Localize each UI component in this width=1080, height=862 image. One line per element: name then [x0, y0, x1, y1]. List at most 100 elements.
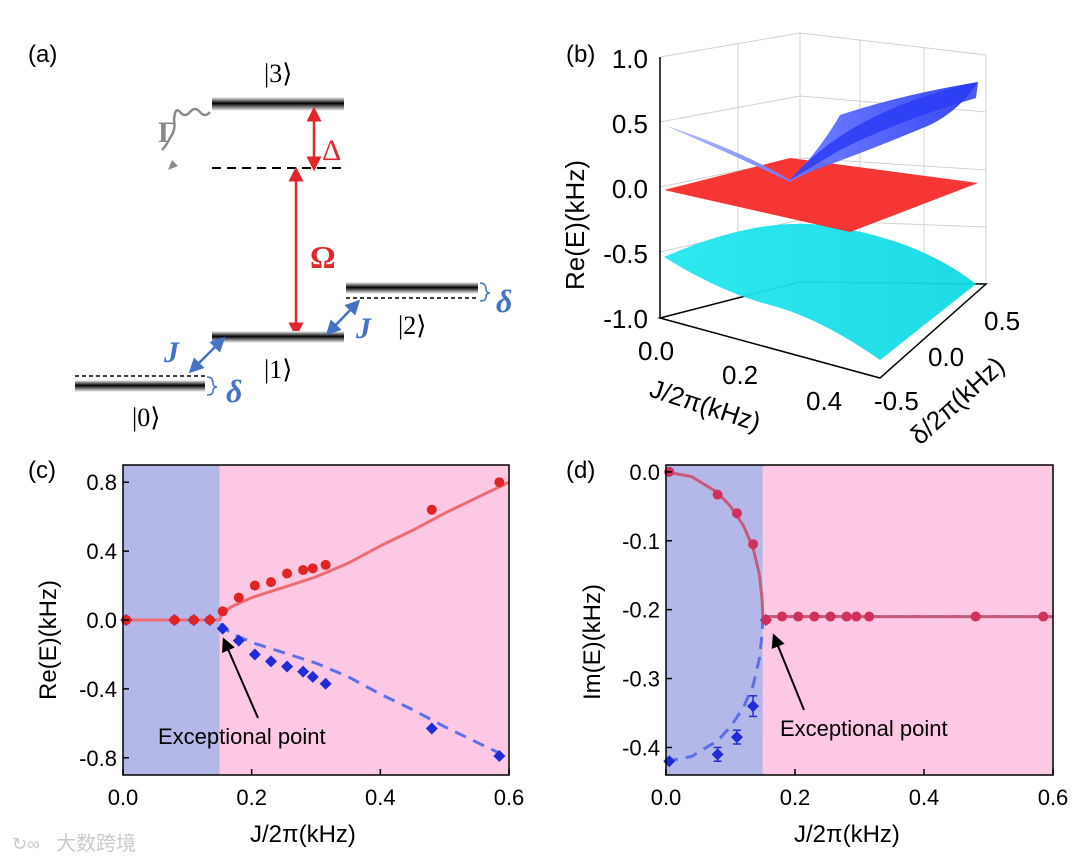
y3d-tick-1: 0.5: [984, 306, 1020, 336]
d-y-axis-label: Im(E)(kHz): [579, 584, 606, 700]
d-x-axis-label: J/2π(kHz): [794, 821, 900, 848]
d-measured-upper-point: [760, 615, 771, 625]
z-tick-1: 1.0: [612, 44, 648, 74]
detuning-Delta-label: Δ: [322, 134, 341, 167]
d-ytick-label: -0.4: [622, 735, 660, 760]
d-measured-upper-point: [748, 539, 759, 550]
d-measured-upper-point: [1038, 611, 1049, 622]
state-2-label: |2⟩: [398, 311, 426, 340]
coupling-arrow-right: [325, 299, 361, 336]
d-measured-upper-point: [809, 611, 820, 622]
x-ticks-3d: 0.0 0.2 0.4: [638, 336, 842, 416]
brace-left: [206, 376, 218, 396]
d-ytick-label: -0.3: [622, 667, 660, 692]
d-xtick-label: 0.0: [651, 785, 682, 810]
decay-wavy-arrow: [161, 107, 211, 151]
c-ytick-label: 0.4: [86, 539, 117, 564]
decay-arrowhead: [168, 160, 178, 170]
watermark: ↻∞ 大数跨境: [12, 832, 136, 855]
c-ytick-label: 0.8: [86, 470, 117, 495]
state-3-label: |3⟩: [264, 59, 292, 88]
watermark-text: 大数跨境: [56, 832, 136, 855]
d-annotation-arrow: [771, 633, 805, 711]
c-measured-upper-point: [233, 592, 244, 603]
x3d-tick-2: 0.2: [722, 360, 758, 390]
c-x-axis-label: J/2π(kHz): [250, 821, 356, 848]
panel-a-label: (a): [28, 41, 57, 68]
c-xtick-label: 0.4: [365, 785, 396, 810]
c-xtick-label: 0.6: [494, 785, 525, 810]
c-measured-upper-point: [494, 477, 505, 488]
d-xtick-label: 0.6: [1038, 785, 1069, 810]
z-tick-3: 0.0: [612, 174, 648, 204]
omega-label: Ω: [310, 239, 336, 275]
c-xtick-label: 0.0: [108, 785, 139, 810]
z-tick-5: -1.0: [603, 304, 648, 334]
d-measured-upper-point: [825, 611, 836, 622]
d-region-unbroken: [666, 465, 763, 775]
z-tick-4: -0.5: [603, 239, 648, 269]
level-0: [75, 380, 205, 392]
c-annotation-arrow: [222, 637, 259, 719]
level-2: [346, 282, 478, 294]
z-tick-2: 0.5: [612, 109, 648, 139]
c-ytick-label: 0.0: [86, 608, 117, 633]
c-measured-upper-point: [188, 615, 199, 625]
c-measured-lower-point: [425, 722, 438, 735]
c-measured-upper-point: [249, 580, 260, 591]
c-annotation: Exceptional point: [158, 724, 326, 749]
c-measured-upper-point: [320, 559, 331, 570]
detuning-delta-right: δ: [496, 283, 512, 319]
level-1: [212, 331, 344, 343]
c-measured-upper-point: [282, 568, 293, 579]
c-measured-upper-point: [204, 615, 215, 625]
c-measured-upper-point: [217, 606, 228, 617]
c-measured-lower-point: [493, 750, 506, 763]
x3d-tick-3: 0.4: [806, 386, 842, 416]
y-ticks-3d: 0.5 0.0 -0.5: [874, 306, 1020, 416]
d-xtick-label: 0.2: [780, 785, 811, 810]
surface-lower: [664, 223, 976, 360]
d-annotation: Exceptional point: [780, 716, 948, 741]
panel-b: (b) 1.0 0.5 0.0 -0.5 -1: [560, 32, 1020, 450]
d-measured-lower-point: [730, 731, 743, 744]
watermark-logo-icon: ↻∞: [12, 834, 40, 854]
c-ytick-label: -0.4: [79, 677, 117, 702]
d-measured-lower-point: [711, 748, 724, 761]
c-y-axis-label: Re(E)(kHz): [35, 580, 62, 700]
coupling-arrow-left: [188, 336, 226, 374]
state-1-label: |1⟩: [264, 355, 292, 384]
c-measured-upper-point: [426, 504, 437, 515]
c-measured-lower-point: [297, 665, 310, 678]
c-region-broken: [219, 465, 509, 775]
d-ytick-label: 0.0: [629, 460, 660, 485]
c-measured-upper-point: [307, 563, 318, 574]
d-ytick-label: -0.1: [622, 529, 660, 554]
d-measured-upper-point: [777, 611, 788, 622]
detuning-delta-left: δ: [226, 373, 242, 409]
d-measured-upper-point: [793, 611, 804, 622]
c-measured-upper-point: [169, 615, 180, 625]
d-measured-upper-point: [712, 489, 723, 500]
brace-right: [479, 282, 491, 302]
gamma-label: Γ: [158, 116, 177, 149]
y3d-tick-3: -0.5: [874, 386, 919, 416]
panel-c: (c) 0.0 0.2 0.4 0.6 -0.8 -0.4 0.0 0.4 0.8 J/2π(…: [28, 457, 524, 848]
coupling-J-left: J: [163, 336, 180, 369]
d-measured-upper-point: [841, 611, 852, 622]
level-3: [212, 97, 344, 111]
d-measured-upper-point: [731, 508, 742, 519]
c-measured-lower-point: [306, 670, 319, 683]
panel-d: (d) 0.0 0.2 0.4 0.6 0.0 -0.1 -0.2 -0.3 -0.4 J/2…: [566, 457, 1068, 848]
c-measured-lower-point: [264, 655, 277, 668]
y3d-tick-2: 0.0: [928, 342, 964, 372]
d-measured-lower-point: [747, 700, 760, 713]
surface-middle: [664, 158, 978, 232]
d-measured-upper-point: [864, 611, 875, 622]
d-xtick-label: 0.4: [909, 785, 940, 810]
panel-c-label: (c): [28, 457, 56, 484]
panel-b-label: (b): [566, 41, 595, 68]
d-measured-upper-point: [851, 611, 862, 622]
d-frame: [665, 464, 1054, 776]
z-ticks: 1.0 0.5 0.0 -0.5 -1.0: [603, 44, 648, 334]
